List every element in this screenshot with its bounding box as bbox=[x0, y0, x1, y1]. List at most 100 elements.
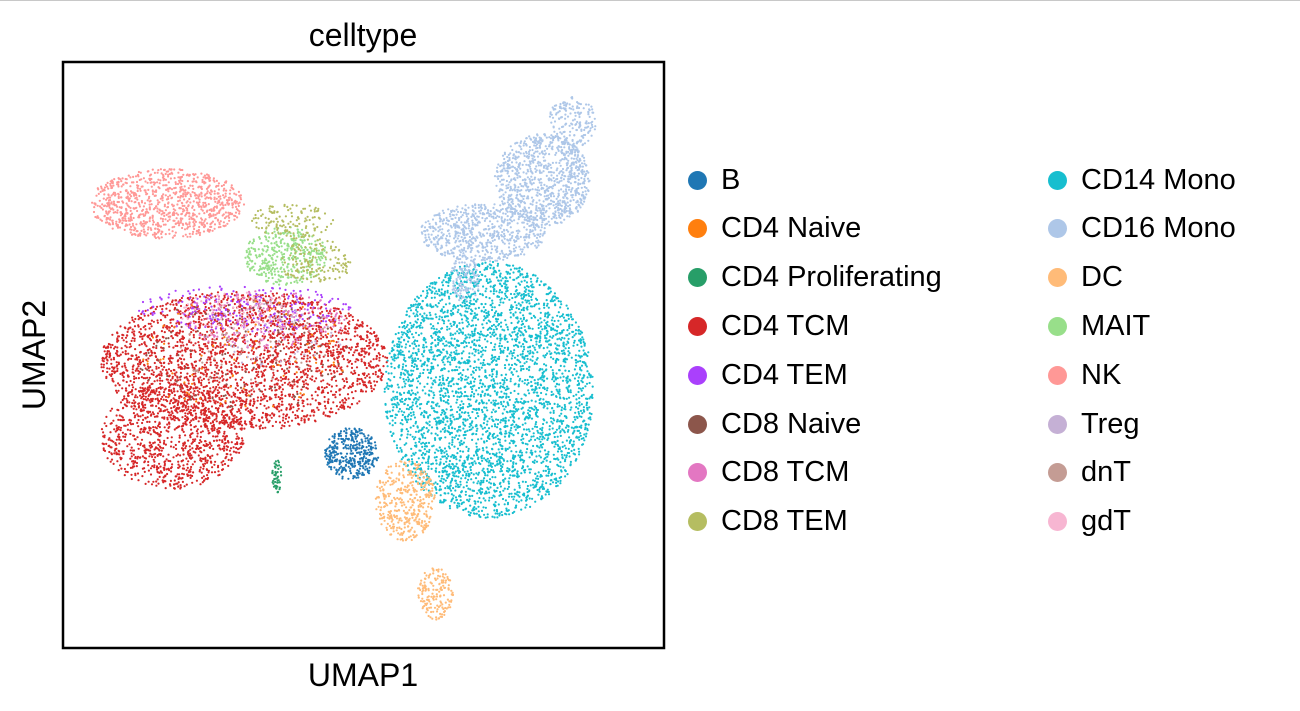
scatter-point bbox=[573, 377, 577, 380]
scatter-point bbox=[457, 485, 460, 489]
scatter-point bbox=[513, 330, 516, 333]
scatter-point bbox=[468, 513, 471, 517]
scatter-point bbox=[482, 285, 485, 288]
scatter-point bbox=[410, 384, 413, 387]
scatter-point bbox=[396, 345, 399, 349]
scatter-point bbox=[507, 175, 511, 178]
scatter-point bbox=[439, 461, 442, 464]
scatter-point bbox=[535, 477, 538, 480]
scatter-point bbox=[550, 134, 553, 137]
scatter-point bbox=[563, 146, 566, 149]
scatter-point bbox=[511, 169, 514, 172]
scatter-point bbox=[540, 186, 544, 189]
scatter-point bbox=[405, 442, 408, 445]
scatter-point bbox=[514, 338, 517, 341]
scatter-point bbox=[546, 320, 549, 323]
scatter-point bbox=[390, 434, 393, 437]
scatter-point bbox=[535, 165, 538, 168]
scatter-point bbox=[467, 376, 470, 379]
scatter-point bbox=[494, 270, 497, 273]
scatter-point bbox=[563, 469, 567, 472]
scatter-point bbox=[411, 333, 414, 336]
scatter-point bbox=[459, 444, 462, 447]
scatter-point bbox=[426, 289, 429, 292]
scatter-point bbox=[563, 365, 566, 368]
scatter-point bbox=[530, 196, 534, 199]
scatter-point bbox=[508, 446, 511, 449]
scatter-point bbox=[450, 309, 453, 312]
scatter-point bbox=[539, 164, 543, 167]
scatter-point bbox=[492, 443, 495, 446]
scatter-point bbox=[430, 386, 433, 389]
scatter-point bbox=[441, 298, 444, 301]
scatter-point bbox=[508, 513, 511, 516]
scatter-point bbox=[403, 356, 406, 359]
scatter-point bbox=[525, 415, 528, 418]
scatter-point bbox=[444, 423, 447, 426]
scatter-point bbox=[583, 439, 586, 442]
scatter-point bbox=[498, 304, 501, 307]
scatter-point bbox=[422, 343, 425, 347]
scatter-point bbox=[446, 476, 449, 479]
scatter-point bbox=[450, 314, 453, 317]
scatter-point bbox=[439, 458, 442, 461]
scatter-point bbox=[568, 178, 571, 181]
scatter-point bbox=[455, 498, 458, 501]
scatter-point bbox=[476, 427, 479, 430]
scatter-point bbox=[544, 465, 548, 468]
scatter-point bbox=[547, 437, 550, 440]
scatter-point bbox=[496, 312, 500, 315]
scatter-point bbox=[471, 438, 474, 441]
scatter-point bbox=[570, 194, 573, 197]
scatter-point bbox=[439, 494, 442, 497]
scatter-point bbox=[400, 331, 403, 334]
scatter-point bbox=[415, 365, 418, 368]
scatter-point bbox=[555, 161, 558, 164]
scatter-point bbox=[481, 491, 484, 494]
scatter-point bbox=[573, 448, 576, 451]
scatter-point bbox=[506, 224, 509, 227]
scatter-point bbox=[515, 196, 518, 200]
scatter-point bbox=[533, 389, 537, 392]
scatter-point bbox=[513, 349, 516, 352]
scatter-point bbox=[452, 307, 455, 310]
scatter-point bbox=[528, 145, 532, 149]
scatter-point bbox=[463, 378, 467, 381]
scatter-point bbox=[514, 246, 518, 249]
scatter-point bbox=[524, 378, 527, 382]
scatter-point bbox=[496, 512, 499, 515]
scatter-point bbox=[451, 462, 454, 466]
scatter-point bbox=[440, 310, 443, 313]
scatter-point bbox=[503, 237, 506, 240]
scatter-point bbox=[526, 168, 529, 171]
scatter-point bbox=[546, 187, 549, 190]
scatter-point bbox=[477, 393, 480, 396]
scatter-point bbox=[416, 398, 419, 401]
scatter-point bbox=[444, 355, 447, 358]
scatter-point bbox=[481, 469, 484, 472]
scatter-point bbox=[565, 209, 568, 213]
scatter-point bbox=[456, 506, 459, 509]
scatter-point bbox=[404, 364, 408, 367]
scatter-point bbox=[527, 346, 530, 349]
scatter-point bbox=[430, 240, 433, 243]
scatter-point bbox=[459, 450, 462, 453]
scatter-point bbox=[421, 307, 424, 310]
scatter-point bbox=[465, 345, 468, 348]
scatter-point bbox=[510, 439, 513, 442]
scatter-point bbox=[554, 431, 557, 434]
scatter-point bbox=[427, 458, 430, 461]
scatter-point bbox=[438, 294, 441, 297]
scatter-point bbox=[521, 402, 524, 405]
scatter-point bbox=[519, 253, 523, 256]
scatter-point bbox=[535, 485, 538, 488]
scatter-point bbox=[467, 472, 470, 475]
scatter-point bbox=[563, 431, 566, 434]
scatter-point bbox=[403, 339, 406, 342]
scatter-point bbox=[484, 474, 487, 477]
scatter-point bbox=[410, 354, 413, 357]
scatter-point bbox=[525, 319, 528, 322]
scatter-point bbox=[410, 324, 413, 327]
scatter-point bbox=[575, 361, 578, 364]
scatter-point bbox=[482, 361, 485, 364]
